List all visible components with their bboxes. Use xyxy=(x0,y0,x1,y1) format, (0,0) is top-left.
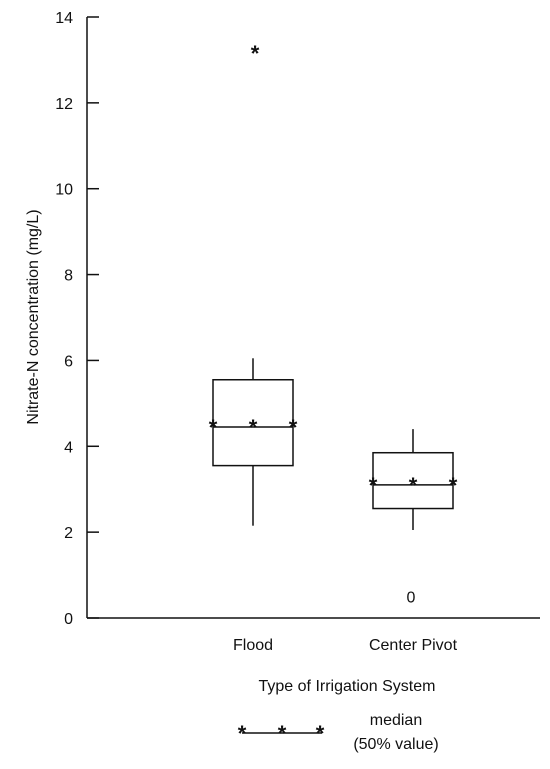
y-tick-label: 10 xyxy=(55,182,73,199)
y-tick-label: 0 xyxy=(64,611,73,628)
median-marker: * xyxy=(209,415,218,440)
y-tick-label: 6 xyxy=(64,353,73,370)
y-tick-label: 14 xyxy=(55,10,73,27)
legend-marker-left: * xyxy=(238,721,247,746)
iqr-box xyxy=(372,451,454,510)
y-tick-label: 12 xyxy=(55,96,73,113)
median-marker: * xyxy=(369,473,378,498)
box-series: * * * * * * xyxy=(209,358,458,530)
outlier-zero: 0 xyxy=(407,590,416,607)
box-flood: * * * xyxy=(209,358,298,526)
y-tick-label: 4 xyxy=(64,439,73,456)
outlier-markers: *0 xyxy=(251,41,416,606)
legend-marker-middle: * xyxy=(278,721,287,746)
median-marker: * xyxy=(249,415,258,440)
category-label: Flood xyxy=(233,637,273,654)
y-axis-ticks: 0 2 4 6 8 10 12 14 xyxy=(55,10,99,628)
y-axis-title: Nitrate-N concentration (mg/L) xyxy=(25,209,42,424)
category-labels: Flood Center Pivot xyxy=(233,637,458,654)
legend: * * * median (50% value) xyxy=(238,712,439,753)
median-marker: * xyxy=(409,473,418,498)
y-tick-label: 2 xyxy=(64,525,73,542)
x-axis-title: Type of Irrigation System xyxy=(259,678,436,695)
legend-label-percent: (50% value) xyxy=(353,736,438,753)
legend-label-median: median xyxy=(370,712,422,729)
median-marker: * xyxy=(289,415,298,440)
category-label: Center Pivot xyxy=(369,637,458,654)
median-marker: * xyxy=(449,473,458,498)
box-center-pivot: * * * xyxy=(369,429,458,530)
y-tick-label: 8 xyxy=(64,268,73,285)
legend-marker-right: * xyxy=(316,721,325,746)
outlier-star: * xyxy=(251,41,260,66)
iqr-box xyxy=(212,378,294,467)
